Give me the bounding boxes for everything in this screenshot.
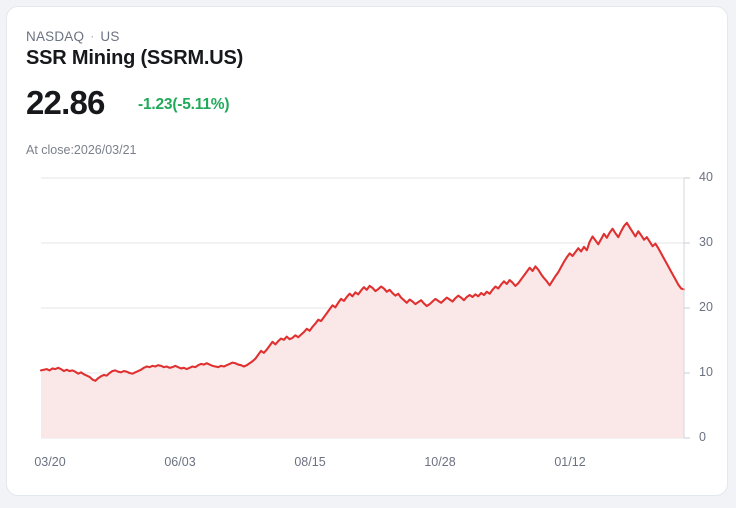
chart-gridlines — [41, 177, 684, 439]
market-status-timestamp: At close:2026/03/21 — [26, 143, 137, 157]
y-axis-label: 10 — [699, 365, 713, 379]
chart-area-fill — [41, 222, 684, 438]
x-axis-label: 06/03 — [164, 455, 196, 469]
y-axis-label: 30 — [699, 235, 713, 249]
x-axis-label: 10/28 — [424, 455, 456, 469]
stock-quote-card: NASDAQ · US SSR Mining (SSRM.US) 22.86 -1.… — [6, 6, 728, 496]
chart-axis-lines — [683, 177, 690, 439]
separator-dot: · — [90, 29, 95, 43]
exchange-info: NASDAQ · US — [26, 29, 120, 44]
y-axis-label: 40 — [699, 170, 713, 184]
price-change: -1.23(-5.11%) — [138, 96, 230, 113]
page-title: SSR Mining (SSRM.US) — [26, 47, 244, 69]
region-label: US — [100, 29, 120, 44]
x-axis-label: 01/12 — [554, 455, 586, 469]
chart-price-line — [39, 221, 686, 382]
x-axis-label: 03/20 — [34, 455, 66, 469]
y-axis-label: 0 — [699, 430, 706, 444]
exchange-name: NASDAQ — [26, 29, 85, 44]
price-chart — [39, 177, 690, 439]
x-axis-label: 08/15 — [294, 455, 326, 469]
y-axis-label: 20 — [699, 300, 713, 314]
current-price: 22.86 — [26, 84, 105, 121]
